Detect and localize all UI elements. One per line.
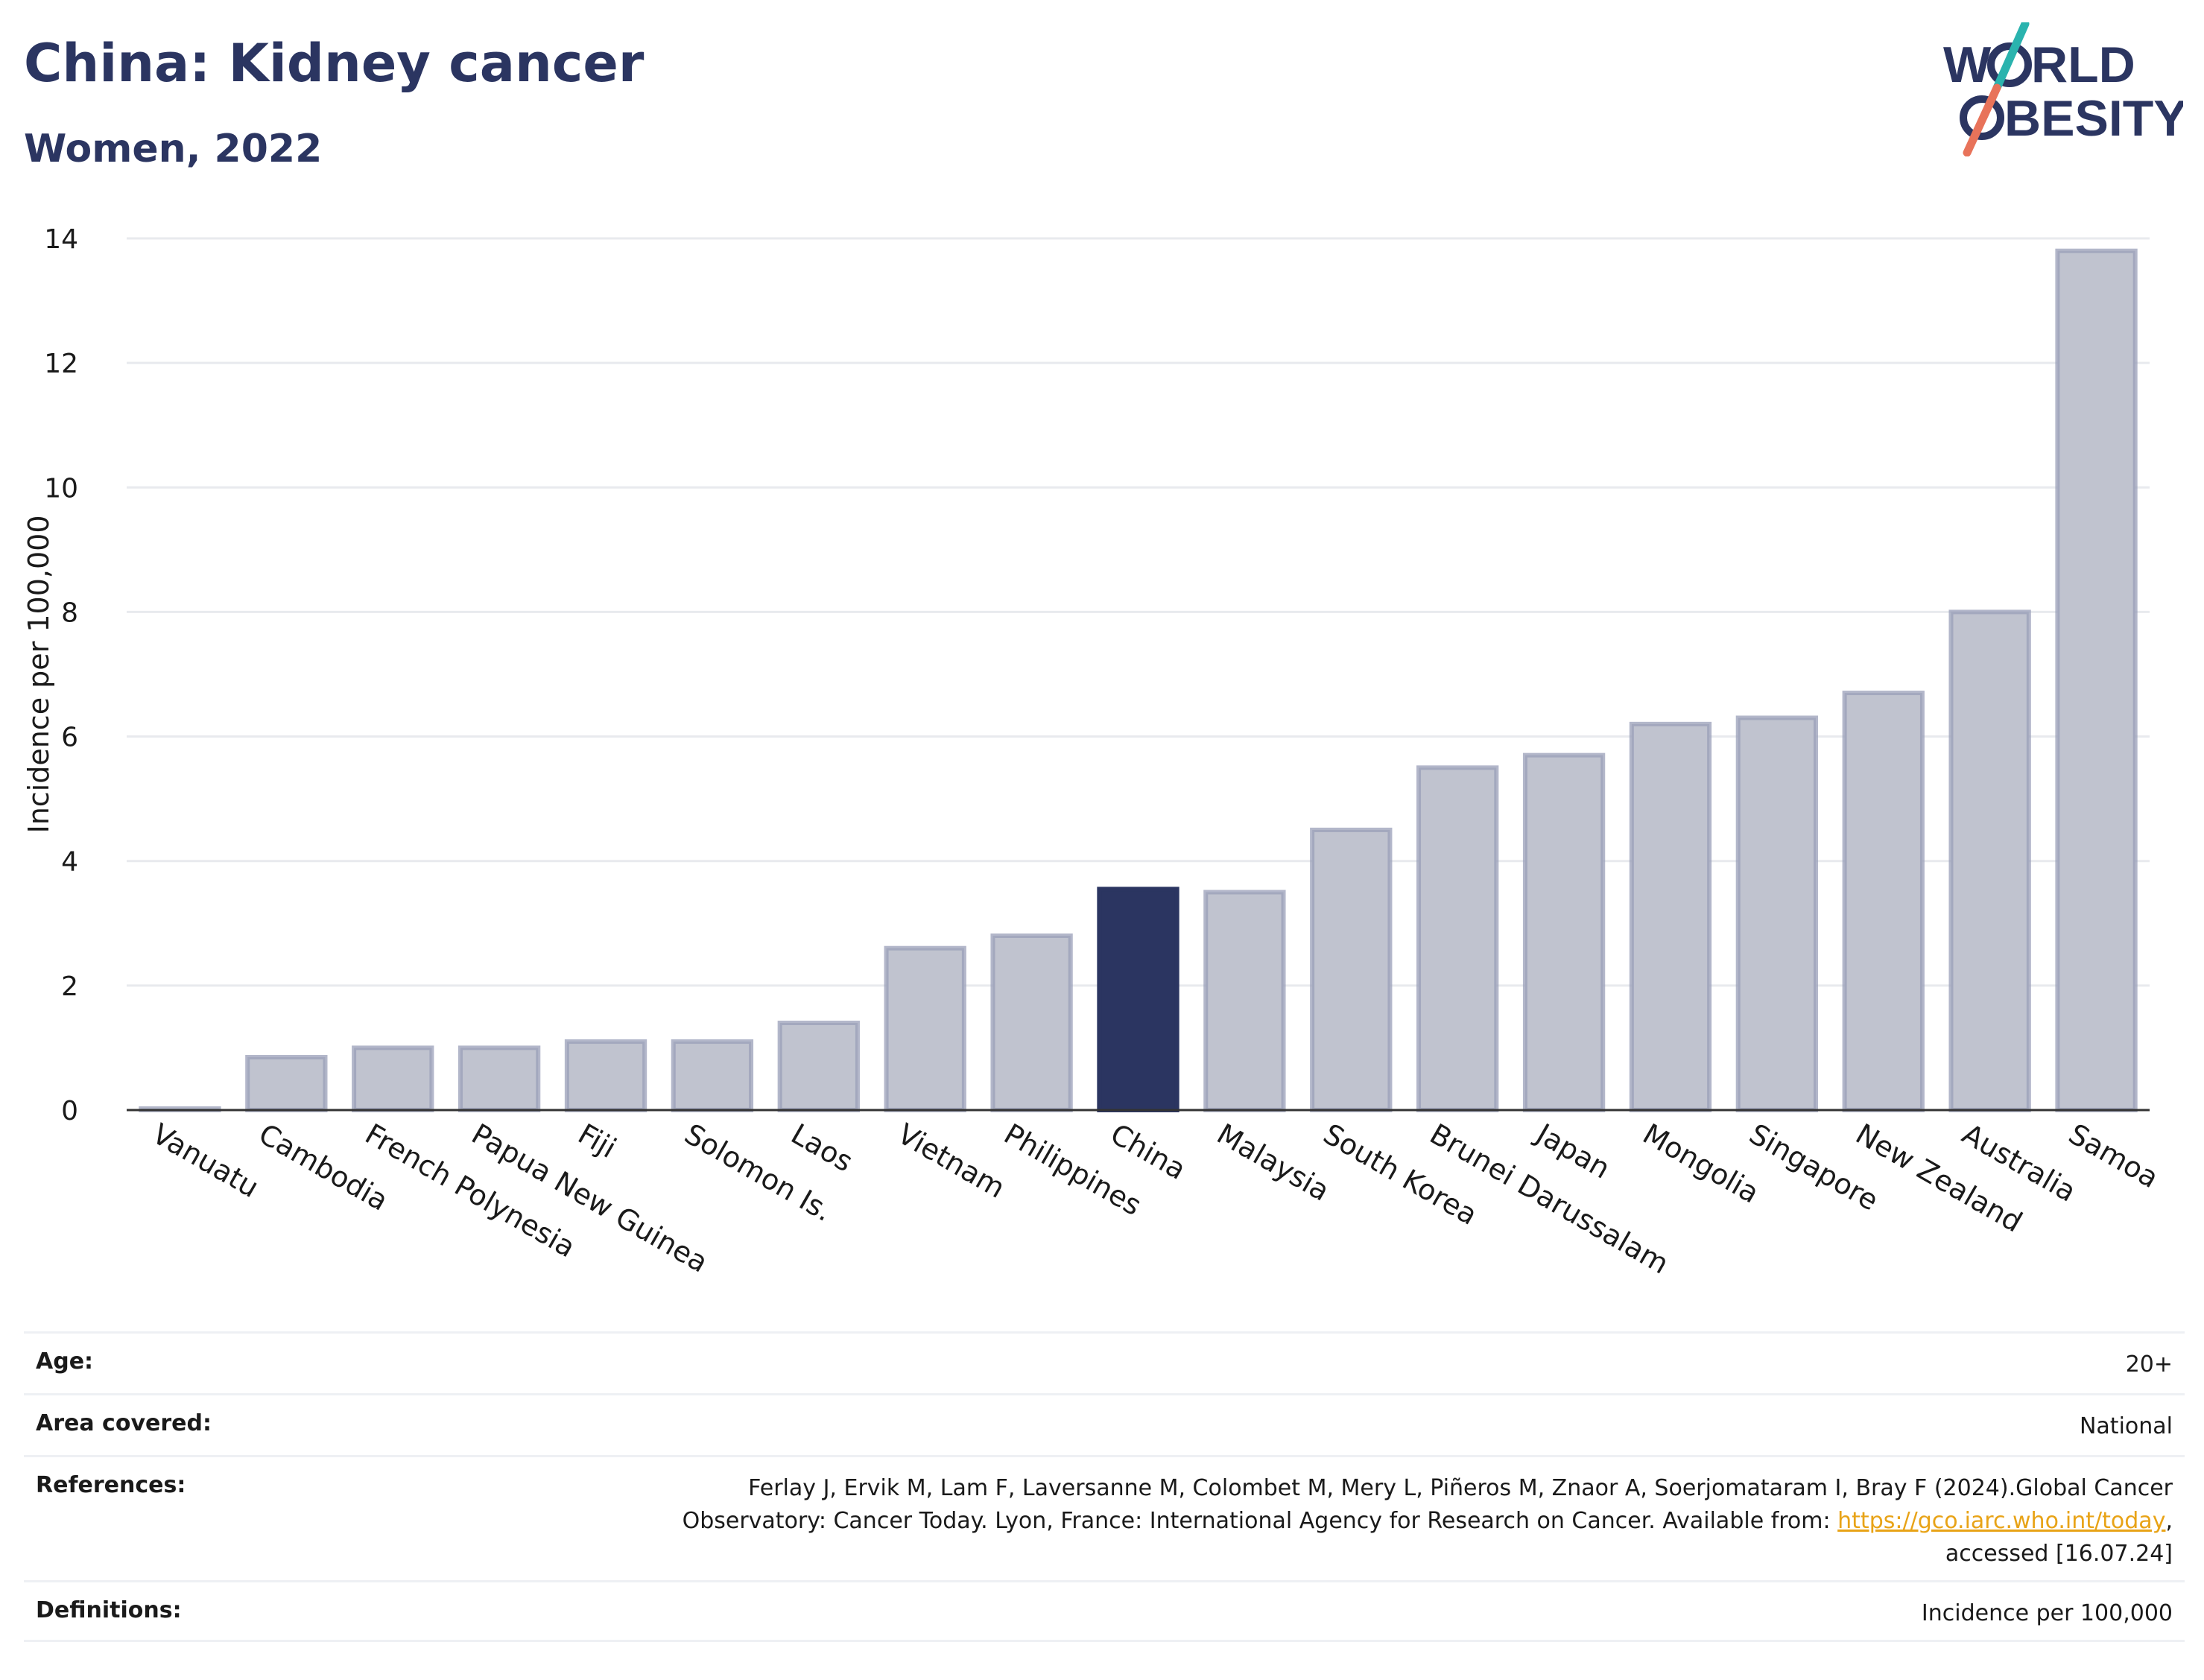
area-label: Area covered: <box>36 1410 212 1436</box>
bar <box>671 1039 754 1112</box>
logo-w: W <box>1943 37 1992 93</box>
bar <box>1735 715 1819 1112</box>
bars <box>139 248 2138 1113</box>
bar <box>1310 827 1393 1113</box>
bar <box>352 1045 434 1113</box>
bar <box>884 945 966 1112</box>
y-tick-label: 0 <box>61 1096 78 1126</box>
x-tick-label: Vietnam <box>892 1118 1010 1205</box>
bar <box>1522 752 1606 1113</box>
page-subtitle: Women, 2022 <box>24 127 323 171</box>
y-tick-label: 14 <box>44 224 78 255</box>
references-line-2: Observatory: Cancer Today. Lyon, France:… <box>683 1505 2173 1538</box>
y-tick-label: 2 <box>61 971 78 1002</box>
y-tick-label: 12 <box>44 349 78 379</box>
bar <box>457 1045 541 1113</box>
world-obesity-logo: W RLD BESITY <box>1943 22 2183 156</box>
logo-slash-teal <box>1992 22 2030 92</box>
area-value: National <box>2079 1413 2173 1439</box>
bar <box>990 933 1073 1112</box>
meta-row-age: Age: 20+ <box>24 1331 2185 1393</box>
page-title: China: Kidney cancer <box>24 33 645 94</box>
meta-row-references: References: Ferlay J, Ervik M, Lam F, La… <box>24 1455 2185 1580</box>
references-link[interactable]: https://gco.iarc.who.int/today <box>1837 1508 2166 1534</box>
logo-slash-coral <box>1963 83 2001 156</box>
references-text: Observatory: Cancer Today. Lyon, France:… <box>682 1508 1838 1534</box>
bar <box>1097 887 1179 1112</box>
x-tick-label: Malaysia <box>1212 1118 1335 1208</box>
logo-world-rest: RLD <box>2031 37 2135 93</box>
definitions-label: Definitions: <box>36 1597 182 1623</box>
age-value: 20+ <box>2125 1351 2173 1378</box>
references-comma: , <box>2165 1508 2173 1534</box>
bar <box>564 1039 647 1112</box>
definitions-value: Incidence per 100,000 <box>1921 1600 2173 1626</box>
y-axis-label: Incidence per 100,000 <box>22 515 55 833</box>
meta-row-area: Area covered: National <box>24 1393 2185 1455</box>
references-label: References: <box>36 1472 186 1498</box>
bar <box>1203 890 1286 1112</box>
y-tick-label: 6 <box>61 723 78 753</box>
x-tick-label: Fiji <box>573 1118 622 1164</box>
bar <box>245 1054 328 1112</box>
bar <box>1629 721 1712 1112</box>
x-tick-label: Laos <box>785 1118 858 1179</box>
logo-obesity-rest: BESITY <box>2004 90 2183 147</box>
y-tick-label: 8 <box>61 597 78 628</box>
x-tick-label: Mongolia <box>1637 1118 1764 1210</box>
metadata-table: Age: 20+ Area covered: National Referenc… <box>24 1331 2185 1642</box>
logo-o-bottom <box>1960 95 2004 140</box>
bar <box>1416 765 1499 1113</box>
y-tick-label: 10 <box>44 473 78 504</box>
meta-row-definitions: Definitions: Incidence per 100,000 <box>24 1580 2185 1642</box>
references-value: Ferlay J, Ervik M, Lam F, Laversanne M, … <box>683 1472 2173 1570</box>
y-tick-label: 4 <box>61 847 78 878</box>
age-label: Age: <box>36 1348 94 1375</box>
bar <box>1842 691 1925 1112</box>
references-line-3: accessed [16.07.24] <box>1945 1541 2173 1567</box>
y-axis-ticks: 0 2 4 6 8 10 12 14 <box>44 224 78 1126</box>
references-line-1: Ferlay J, Ervik M, Lam F, Laversanne M, … <box>748 1475 2173 1501</box>
logo-o-top <box>1987 42 2032 87</box>
x-tick-label: China <box>1105 1118 1191 1186</box>
bar <box>1948 609 2031 1112</box>
bar <box>2055 248 2138 1113</box>
x-tick-label: Japan <box>1530 1117 1616 1185</box>
bar <box>777 1021 860 1112</box>
x-tick-label: Vanuatu <box>147 1118 265 1204</box>
